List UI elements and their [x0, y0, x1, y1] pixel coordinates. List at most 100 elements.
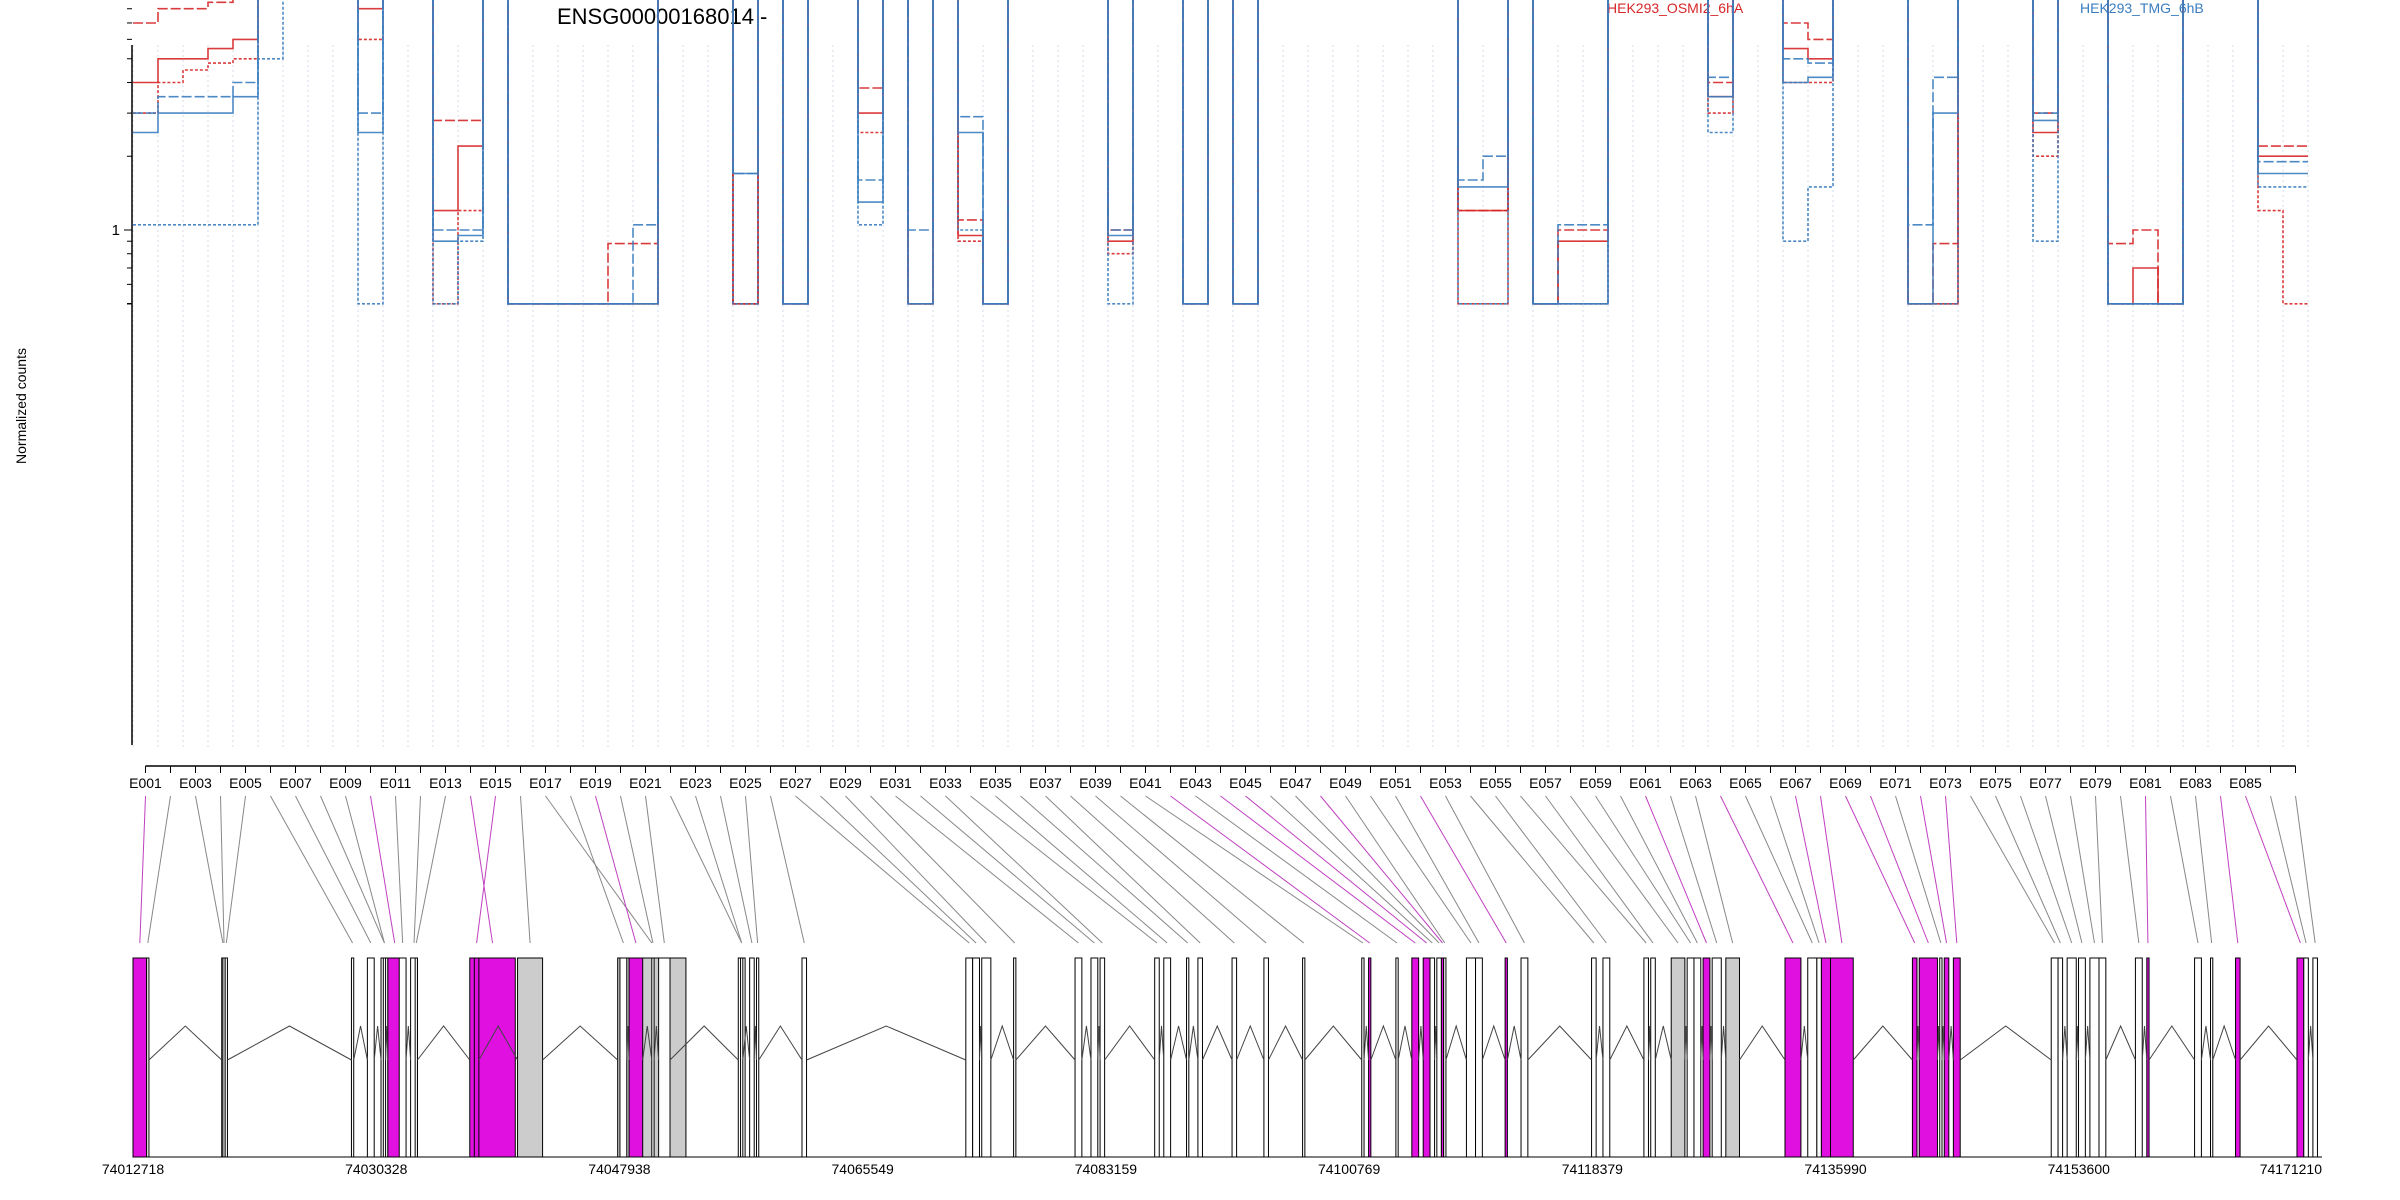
intron-line — [642, 1025, 653, 1061]
intron-line — [148, 1025, 223, 1061]
x-tick-label: E079 — [2079, 775, 2112, 791]
intron-line — [669, 1025, 739, 1061]
exon-box — [2296, 957, 2305, 1158]
exon-connector — [1770, 795, 1820, 944]
genomic-tick-label: 74153600 — [2048, 1161, 2111, 1177]
exon-connector — [2020, 795, 2073, 944]
exon-connector — [1670, 795, 1718, 944]
legend-entry-osmi2: HEK293_OSMI2_6hA — [1607, 0, 1744, 16]
exon-box — [1504, 957, 1508, 1158]
exon-connector — [1495, 795, 1607, 944]
x-tick-label: E069 — [1829, 775, 1862, 791]
exon-box — [1643, 957, 1649, 1158]
x-tick-label: E025 — [729, 775, 762, 791]
exon-box — [1154, 957, 1160, 1158]
y-tick-label: 1 — [112, 222, 120, 239]
intron-line — [1959, 1025, 2052, 1061]
x-tick-label: E031 — [879, 775, 912, 791]
exon-connector — [1595, 795, 1691, 944]
exon-box — [2194, 957, 2202, 1158]
exon-connector — [670, 795, 743, 944]
x-tick-label: E073 — [1929, 775, 1962, 791]
intron-line — [1370, 1024, 1397, 1061]
exon-connector — [720, 795, 753, 944]
intron-line — [2141, 1025, 2148, 1061]
exon-box — [1702, 957, 1711, 1158]
exon-connector — [1420, 795, 1507, 944]
exon-connector — [195, 795, 224, 944]
genomic-tick-label: 74171210 — [2260, 1161, 2323, 1177]
exon-box — [2050, 957, 2059, 1158]
exon-connector — [845, 795, 987, 944]
intron-line — [2239, 1025, 2298, 1061]
exon-box — [1099, 957, 1106, 1158]
gene-model — [132, 957, 2318, 1158]
legend-entry-tmg: HEK293_TMG_6hB — [2080, 0, 2204, 16]
intron-line — [2105, 1024, 2136, 1061]
x-tick-label: E045 — [1229, 775, 1262, 791]
x-tick-label: E023 — [679, 775, 712, 791]
x-tick-label: E037 — [1029, 775, 1062, 791]
exon-box — [1686, 957, 1695, 1158]
exon-box — [658, 957, 671, 1158]
exon-box — [1943, 957, 1950, 1158]
intron-line — [1684, 1025, 1688, 1061]
x-tick-label: E021 — [629, 775, 662, 791]
intron-line — [542, 1025, 619, 1061]
exon-connector — [370, 795, 396, 944]
x-tick-label: E075 — [1979, 775, 2012, 791]
x-tick-label: E049 — [1329, 775, 1362, 791]
exon-connector — [2295, 795, 2316, 944]
exon-box — [2210, 957, 2214, 1158]
x-tick-label: E013 — [429, 775, 462, 791]
exon-box — [619, 957, 628, 1158]
exon-connector — [620, 795, 654, 944]
exon-connector — [1720, 795, 1794, 944]
exon-box — [2312, 957, 2318, 1158]
genomic-tick-label: 74100769 — [1318, 1161, 1381, 1177]
exon-connector — [820, 795, 977, 944]
exon-connector — [1645, 795, 1707, 944]
genomic-coordinate-axis: 74012718 74030328 74047938 74065549 74083159… — [102, 1156, 2323, 1177]
x-tick-label: E083 — [2179, 775, 2212, 791]
exon-box — [224, 957, 228, 1158]
exon-box — [1725, 957, 1740, 1158]
intron-line — [373, 1025, 382, 1061]
intron-line — [1948, 1025, 1954, 1061]
vertical-grid — [132, 45, 2309, 750]
exon-connector — [270, 795, 354, 944]
intron-line — [1418, 1025, 1424, 1061]
exon-connector — [225, 795, 246, 944]
x-tick-label: E063 — [1679, 775, 1712, 791]
intron-line — [990, 1024, 1015, 1061]
intron-line — [1595, 1025, 1604, 1061]
exon-box — [132, 957, 148, 1158]
series-lines — [133, 0, 2308, 305]
x-tick-label: E019 — [579, 775, 612, 791]
x-tick-label: E035 — [979, 775, 1012, 791]
exon-connector — [2070, 795, 2095, 944]
exon-box — [1074, 957, 1083, 1158]
intron-line — [478, 1024, 518, 1061]
intron-line — [385, 1025, 389, 1061]
exon-box — [1602, 957, 1611, 1158]
genomic-tick-label: 74135990 — [1804, 1161, 1867, 1177]
intron-line — [1720, 1025, 1727, 1061]
exon-box — [1429, 957, 1436, 1158]
exon-connector — [1570, 795, 1679, 944]
exon-connector — [2245, 795, 2301, 944]
exon-connector — [1345, 795, 1446, 944]
exon-connector — [1945, 795, 1958, 944]
intron-line — [1916, 1025, 1920, 1061]
exon-box — [2303, 957, 2309, 1158]
exon-box — [740, 957, 744, 1158]
x-tick-label: E005 — [229, 775, 262, 791]
exon-connector — [2170, 795, 2199, 944]
intron-line — [758, 1025, 803, 1061]
genomic-tick-label: 74030328 — [345, 1161, 408, 1177]
exon-box — [1952, 957, 1961, 1158]
exon-box — [1820, 957, 1831, 1158]
exon-connector — [2270, 795, 2307, 944]
exon-connector — [1545, 795, 1654, 944]
intron-line — [1654, 1025, 1672, 1061]
